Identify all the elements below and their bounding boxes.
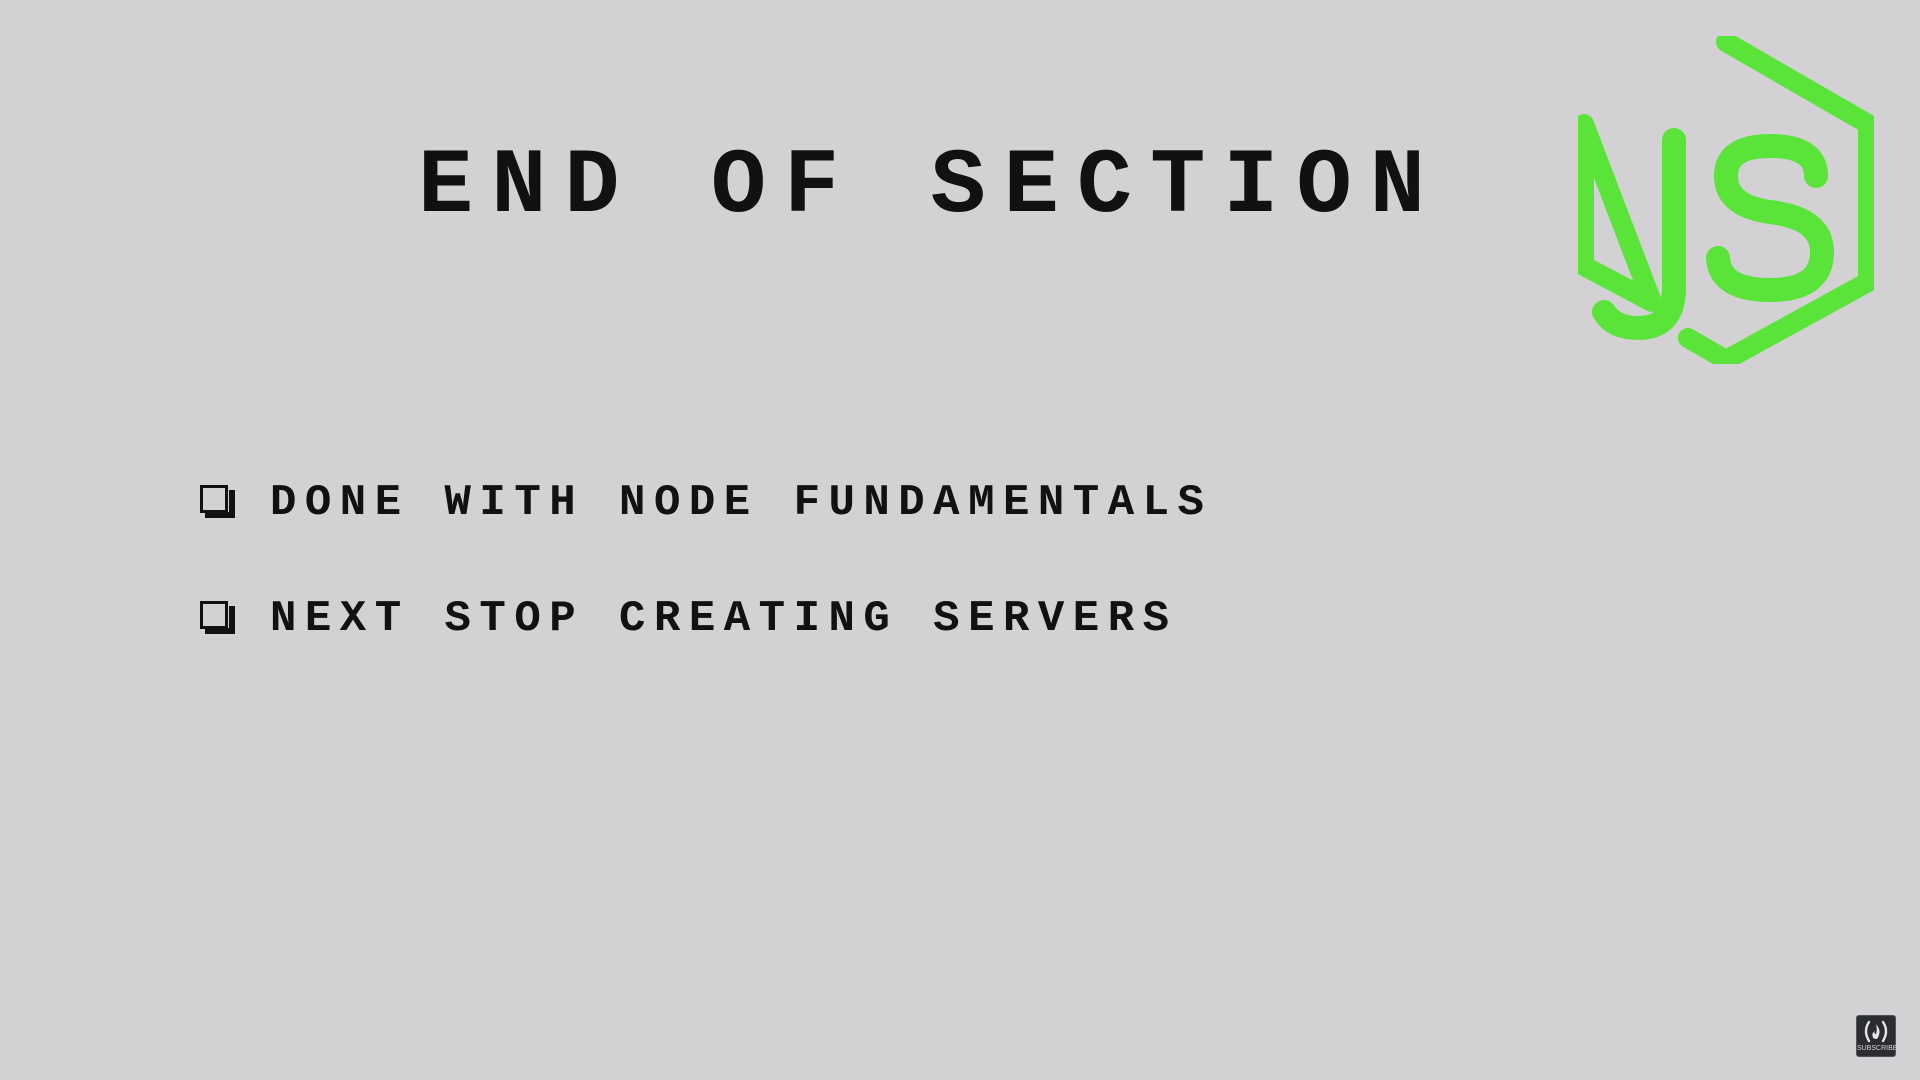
checkbox-icon [200,601,235,634]
bullet-text: DONE WITH NODE FUNDAMENTALS [270,478,1213,528]
subscribe-label: SUBSCRIBE [1857,1045,1898,1052]
subscribe-button[interactable]: SUBSCRIBE [1856,1015,1898,1057]
list-item: DONE WITH NODE FUNDAMENTALS [200,470,1212,536]
checkbox-icon [200,485,235,518]
list-item: NEXT STOP CREATING SERVERS [200,586,1212,652]
bullet-text: NEXT STOP CREATING SERVERS [270,594,1178,644]
freecodecamp-flame-icon [1864,1020,1888,1043]
slide-title: END OF SECTION [418,134,1443,239]
bullet-list: DONE WITH NODE FUNDAMENTALS NEXT STOP CR… [200,470,1212,702]
nodejs-logo-icon [1578,36,1874,364]
